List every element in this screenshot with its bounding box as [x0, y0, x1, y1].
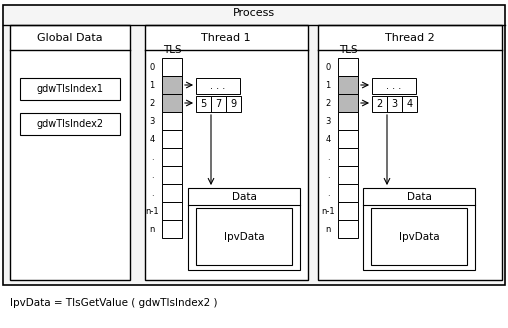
Text: Data: Data	[232, 192, 257, 202]
Bar	[162, 220, 182, 238]
Text: .: .	[327, 153, 329, 161]
Bar	[162, 148, 182, 166]
Text: . . .: . . .	[210, 81, 226, 91]
Text: Process: Process	[233, 8, 275, 18]
Bar	[338, 94, 358, 112]
Text: 2: 2	[326, 98, 331, 108]
Text: 2: 2	[149, 98, 154, 108]
Text: gdwTlsIndex2: gdwTlsIndex2	[37, 119, 104, 129]
Text: n: n	[149, 224, 155, 234]
Bar	[20, 78, 120, 100]
Bar	[338, 58, 358, 76]
Bar	[3, 5, 505, 285]
Text: 9: 9	[231, 99, 237, 109]
Text: IpvData = TlsGetValue ( gdwTlsIndex2 ): IpvData = TlsGetValue ( gdwTlsIndex2 )	[10, 298, 217, 308]
Bar	[162, 76, 182, 94]
Text: 1: 1	[326, 80, 331, 90]
Text: n: n	[325, 224, 331, 234]
Bar	[338, 148, 358, 166]
Text: .: .	[327, 189, 329, 197]
Text: .: .	[151, 189, 153, 197]
Text: IpvData: IpvData	[224, 232, 264, 241]
Bar	[338, 220, 358, 238]
Bar	[372, 96, 387, 112]
Text: 5: 5	[200, 99, 207, 109]
Text: Thread 1: Thread 1	[201, 33, 251, 43]
Text: gdwTlsIndex1: gdwTlsIndex1	[37, 84, 104, 94]
Text: 7: 7	[215, 99, 221, 109]
Bar	[188, 188, 300, 270]
Text: TLS: TLS	[339, 45, 357, 55]
Text: 0: 0	[149, 63, 154, 72]
Text: .: .	[151, 171, 153, 179]
Bar	[338, 202, 358, 220]
Bar	[338, 166, 358, 184]
Bar	[338, 76, 358, 94]
Text: Global Data: Global Data	[37, 33, 103, 43]
Text: 0: 0	[326, 63, 331, 72]
Bar	[402, 96, 417, 112]
Bar	[371, 208, 467, 265]
Bar	[196, 96, 211, 112]
Bar	[363, 188, 475, 270]
Bar	[145, 25, 308, 280]
Bar	[226, 96, 241, 112]
Text: Thread 2: Thread 2	[385, 33, 435, 43]
Text: .: .	[151, 153, 153, 161]
Bar	[318, 25, 502, 280]
Text: .: .	[327, 171, 329, 179]
Bar	[211, 96, 226, 112]
Bar	[162, 112, 182, 130]
Bar	[338, 112, 358, 130]
Bar	[162, 58, 182, 76]
Bar	[10, 25, 130, 280]
Bar	[162, 94, 182, 112]
Text: 4: 4	[406, 99, 412, 109]
Bar	[162, 130, 182, 148]
Text: 4: 4	[149, 134, 154, 144]
Text: IpvData: IpvData	[399, 232, 439, 241]
Text: TLS: TLS	[163, 45, 181, 55]
Bar	[338, 184, 358, 202]
Text: 3: 3	[149, 116, 155, 126]
Text: . . .: . . .	[387, 81, 402, 91]
Text: 3: 3	[325, 116, 331, 126]
Text: Data: Data	[406, 192, 431, 202]
Text: n-1: n-1	[321, 207, 335, 215]
Bar	[387, 96, 402, 112]
Text: 4: 4	[326, 134, 331, 144]
Text: 1: 1	[149, 80, 154, 90]
Bar	[372, 78, 416, 94]
Bar	[162, 166, 182, 184]
Text: n-1: n-1	[145, 207, 159, 215]
Bar	[196, 208, 292, 265]
Text: 3: 3	[392, 99, 398, 109]
Bar	[162, 202, 182, 220]
Bar	[20, 113, 120, 135]
Bar	[196, 78, 240, 94]
Text: 2: 2	[376, 99, 383, 109]
Bar	[338, 130, 358, 148]
Bar	[162, 184, 182, 202]
